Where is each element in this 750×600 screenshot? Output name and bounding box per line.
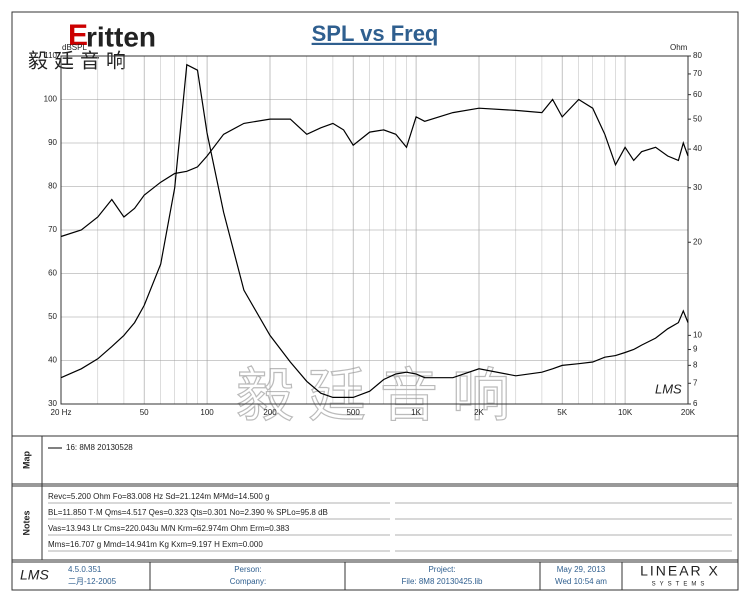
y2-tick-label: 6 xyxy=(693,399,698,408)
x-tick-label: 20K xyxy=(681,408,696,417)
y-tick-label: 30 xyxy=(48,399,57,408)
x-tick-label: 20 Hz xyxy=(51,408,72,417)
y-tick-label: 50 xyxy=(48,312,57,321)
y-tick-label: 60 xyxy=(48,269,57,278)
file: File: 8M8 20130425.lib xyxy=(402,577,483,586)
brand: LINEAR X xyxy=(640,563,720,579)
note-line: Revc=5.200 Ohm Fo=83.008 Hz Sd=21.124m M… xyxy=(48,492,269,501)
y2-tick-label: 10 xyxy=(693,330,702,339)
company: Company: xyxy=(230,577,266,586)
plot-frame xyxy=(60,55,689,405)
person: Person: xyxy=(234,565,262,574)
y2-tick-label: 30 xyxy=(693,183,702,192)
y-tick-label: 110 xyxy=(44,51,57,60)
note-line: BL=11.850 T·M Qms=4.517 Qes=0.323 Qts=0.… xyxy=(48,508,328,517)
plot-mark: LMS xyxy=(655,381,682,396)
y2-tick-label: 60 xyxy=(693,90,702,99)
legend-entry: 16: 8M8 20130528 xyxy=(66,443,133,452)
map-panel xyxy=(11,435,739,485)
chart-title: SPL vs Freq xyxy=(312,21,439,46)
y2-tick-label: 20 xyxy=(693,237,702,246)
date: May 29, 2013 xyxy=(557,565,606,574)
series-line xyxy=(60,63,689,398)
x-tick-label: 10K xyxy=(618,408,633,417)
y2-tick-label: 50 xyxy=(693,114,702,123)
y-tick-label: 90 xyxy=(48,138,57,147)
y2-axis-label: Ohm xyxy=(670,43,688,52)
y-tick-label: 100 xyxy=(44,95,58,104)
y-tick-label: 40 xyxy=(48,356,57,365)
y2-tick-label: 9 xyxy=(693,345,698,354)
y2-tick-label: 7 xyxy=(693,378,698,387)
footer-logo: LMS xyxy=(20,567,49,583)
x-tick-label: 2K xyxy=(474,408,484,417)
brand-sub: SYSTEMS xyxy=(652,582,709,588)
note-line: Mms=16.707 g Mmd=14.941m Kg Kxm=9.197 H … xyxy=(48,540,263,549)
y-axis-label: dBSPL xyxy=(62,43,87,52)
y2-tick-label: 70 xyxy=(693,69,702,78)
notes-panel xyxy=(11,485,739,561)
x-tick-label: 100 xyxy=(200,408,214,417)
logo-e: E xyxy=(68,19,88,52)
x-tick-label: 500 xyxy=(346,408,360,417)
x-tick-label: 1K xyxy=(411,408,421,417)
y2-tick-label: 40 xyxy=(693,144,702,153)
series-line xyxy=(60,98,689,238)
x-tick-label: 200 xyxy=(263,408,277,417)
watermark: 毅廷音响 xyxy=(236,363,524,428)
footer-panel xyxy=(11,561,739,591)
x-tick-label: 50 xyxy=(140,408,149,417)
y2-tick-label: 8 xyxy=(693,360,698,369)
version: 4.5.0.351 xyxy=(68,565,102,574)
map-label: Map xyxy=(21,450,31,469)
project: Project: xyxy=(428,565,455,574)
logo: ritten xyxy=(86,21,156,52)
y-tick-label: 80 xyxy=(48,182,57,191)
y-tick-label: 70 xyxy=(48,225,57,234)
x-tick-label: 5K xyxy=(557,408,567,417)
note-line: Vas=13.943 Ltr Cms=220.043u M/N Krm=62.9… xyxy=(48,524,290,533)
logo-chinese: 毅廷音响 xyxy=(28,49,132,72)
time: Wed 10:54 am xyxy=(555,577,607,586)
y2-tick-label: 80 xyxy=(693,51,702,60)
notes-label: Notes xyxy=(21,510,31,535)
build-date: 二月-12-2005 xyxy=(68,577,117,586)
